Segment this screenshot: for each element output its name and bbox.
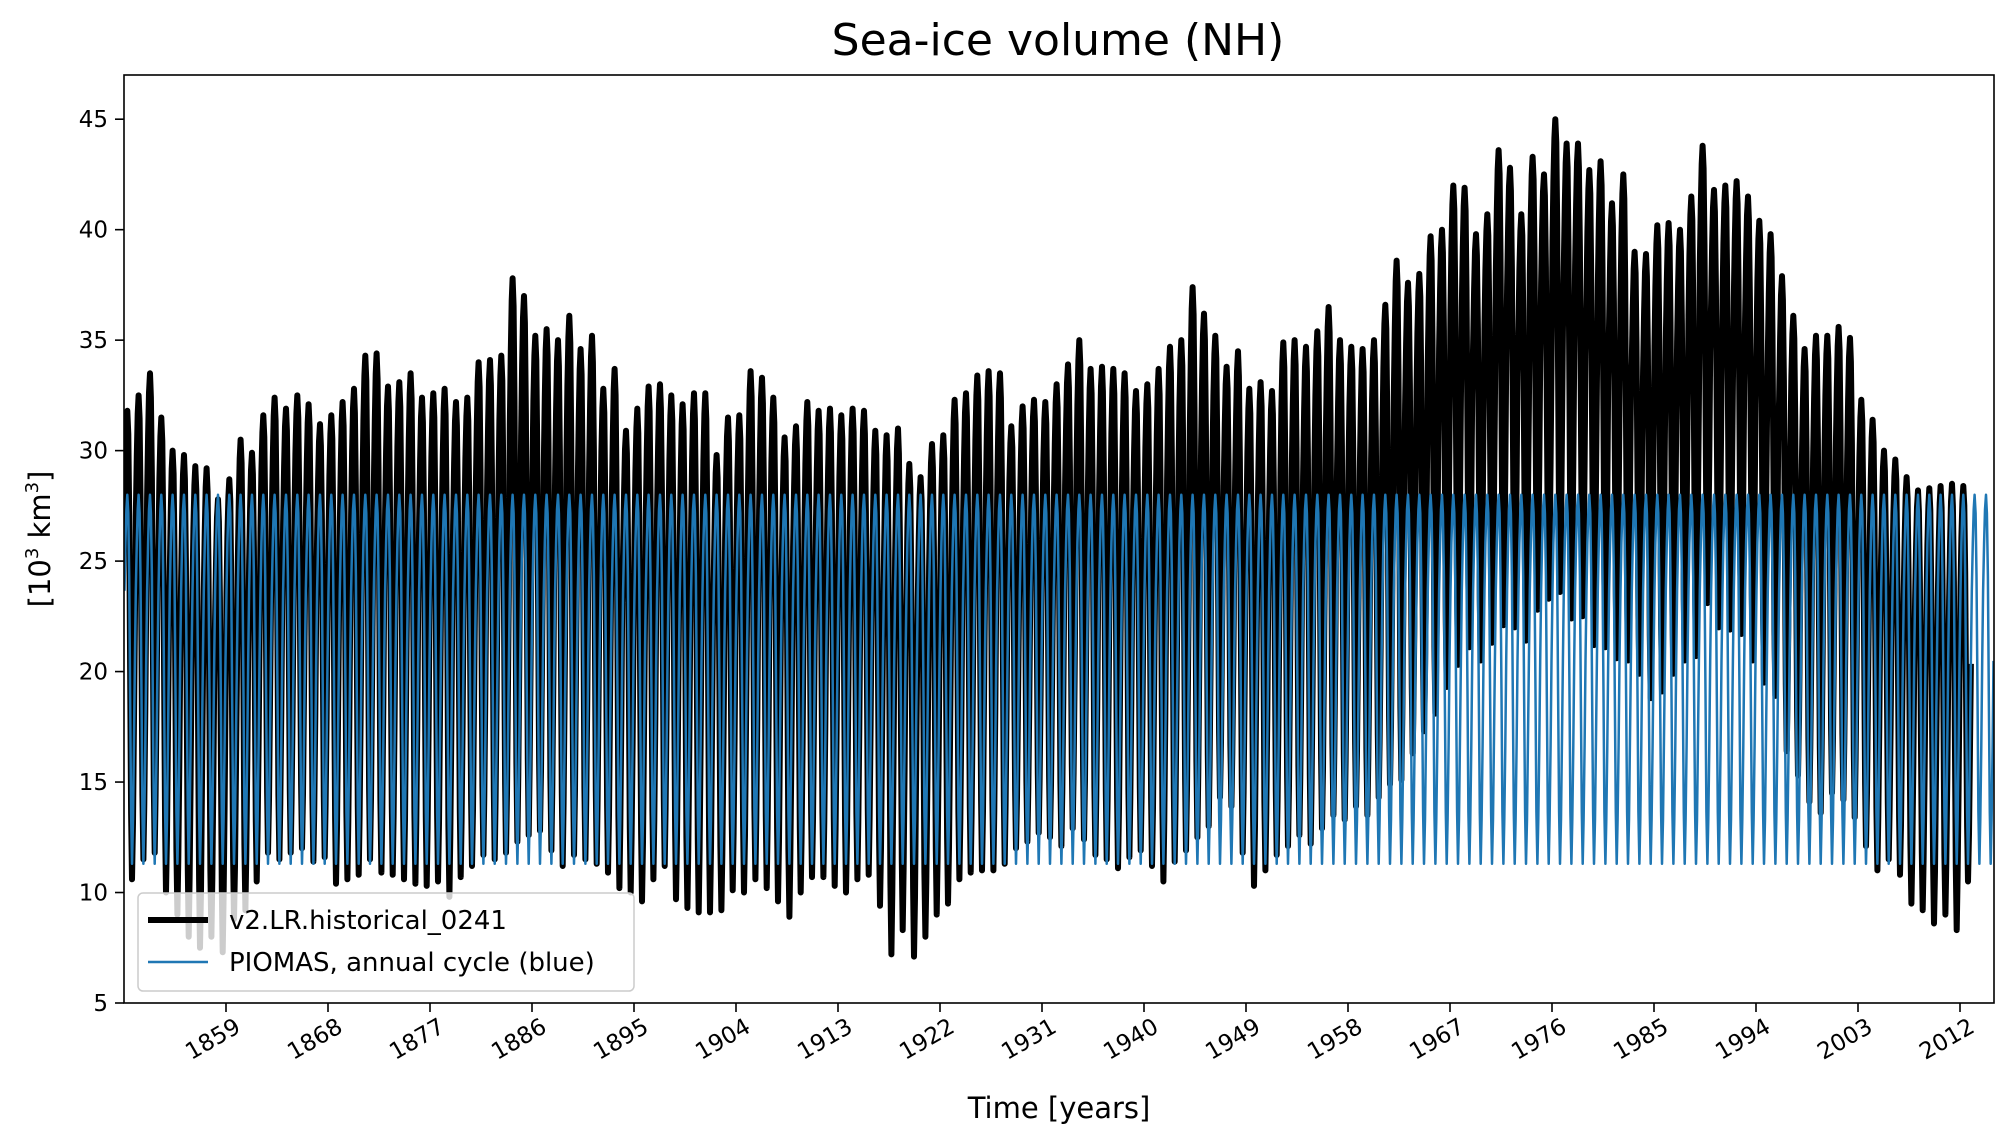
y-tick-label: 15 — [79, 770, 108, 796]
chart-title: Sea-ice volume (NH) — [832, 15, 1285, 66]
y-tick-label: 45 — [79, 107, 108, 133]
y-tick-label: 35 — [79, 328, 108, 354]
y-tick-label: 40 — [79, 218, 108, 244]
y-tick-label: 10 — [79, 881, 108, 907]
legend: v2.LR.historical_0241 PIOMAS, annual cyc… — [137, 892, 635, 992]
y-tick-label: 30 — [79, 439, 108, 465]
legend-label-piomas: PIOMAS, annual cycle (blue) — [229, 948, 595, 978]
series-line-piomas — [124, 493, 1994, 866]
y-axis-label: [103 km3] — [22, 471, 57, 608]
x-axis-label: Time [years] — [967, 1091, 1151, 1125]
plot-area — [124, 116, 1994, 960]
plot-frame — [123, 74, 1995, 1004]
legend-box — [137, 892, 635, 992]
y-tick-label: 5 — [93, 991, 108, 1017]
y-tick-label: 25 — [79, 549, 108, 575]
legend-label-historical: v2.LR.historical_0241 — [229, 906, 507, 936]
y-tick-label: 20 — [79, 660, 108, 686]
y-axis: 5 10 15 20 25 30 35 40 45 — [79, 107, 124, 1017]
